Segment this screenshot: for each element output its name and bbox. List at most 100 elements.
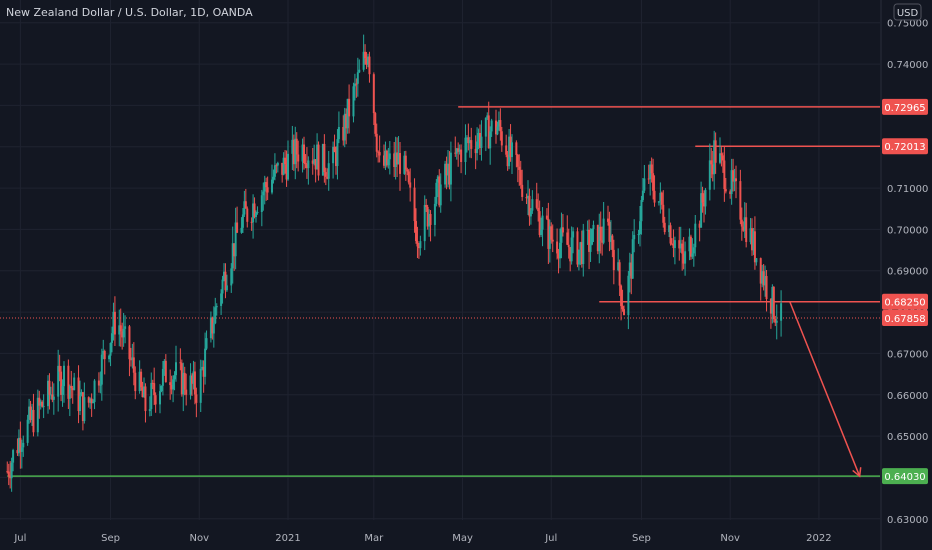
candle-body[interactable] (771, 286, 774, 314)
candle-body[interactable] (346, 98, 349, 129)
candle-body[interactable] (305, 164, 308, 169)
candle-body[interactable] (378, 152, 381, 156)
candle-body[interactable] (448, 163, 451, 185)
candle-body[interactable] (343, 113, 346, 141)
candle-body[interactable] (48, 380, 51, 395)
candle-body[interactable] (579, 242, 582, 250)
candle-body[interactable] (639, 221, 641, 235)
candle-body[interactable] (39, 401, 42, 406)
candle-body[interactable] (780, 303, 783, 321)
candle-body[interactable] (260, 195, 263, 213)
candle-body[interactable] (250, 221, 253, 223)
candle-body[interactable] (52, 396, 55, 400)
candle-body[interactable] (592, 224, 595, 229)
candle-body[interactable] (678, 240, 681, 249)
candle-body[interactable] (567, 244, 570, 248)
candle-body[interactable] (457, 148, 460, 152)
candle-body[interactable] (742, 226, 745, 231)
candle-body[interactable] (464, 137, 467, 163)
candle-body[interactable] (276, 162, 279, 166)
candle-body[interactable] (189, 375, 192, 395)
candle-body[interactable] (467, 137, 470, 144)
candle-body[interactable] (307, 160, 310, 169)
candle-body[interactable] (429, 213, 432, 225)
candle-body[interactable] (29, 406, 32, 420)
candle-body[interactable] (719, 153, 721, 163)
candle-body[interactable] (67, 365, 70, 399)
candle-body[interactable] (435, 182, 438, 204)
candle-body[interactable] (352, 86, 355, 117)
candle-body[interactable] (111, 333, 113, 343)
candle-body[interactable] (723, 160, 726, 190)
candle-body[interactable] (755, 258, 758, 263)
candle-body[interactable] (458, 149, 461, 152)
candle-body[interactable] (548, 226, 551, 249)
candle-body[interactable] (38, 397, 41, 406)
candle-body[interactable] (170, 385, 173, 390)
candle-body[interactable] (337, 126, 340, 140)
candle-body[interactable] (647, 178, 650, 180)
candle-body[interactable] (109, 342, 112, 356)
candle-body[interactable] (444, 163, 447, 185)
candle-body[interactable] (42, 406, 45, 408)
candle-body[interactable] (134, 372, 137, 392)
candle-body[interactable] (163, 360, 166, 369)
candle-body[interactable] (701, 193, 704, 203)
candle-body[interactable] (394, 152, 397, 168)
candle-body[interactable] (31, 409, 33, 420)
candle-body[interactable] (7, 471, 10, 477)
candle-body[interactable] (128, 326, 131, 360)
candle-body[interactable] (682, 253, 685, 264)
candle-body[interactable] (262, 191, 265, 196)
candle-body[interactable] (708, 160, 711, 190)
candle-body[interactable] (688, 236, 691, 252)
candle-body[interactable] (560, 227, 563, 243)
candle-body[interactable] (131, 357, 134, 360)
candle-body[interactable] (609, 235, 612, 242)
candle-body[interactable] (643, 178, 646, 191)
candle-body[interactable] (301, 144, 304, 162)
candle-body[interactable] (385, 150, 388, 166)
candle-body[interactable] (596, 224, 599, 252)
candle-body[interactable] (416, 241, 419, 247)
candle-body[interactable] (241, 214, 244, 228)
candle-body[interactable] (765, 276, 768, 300)
candle-body[interactable] (486, 115, 489, 118)
candle-body[interactable] (292, 139, 295, 165)
candle-body[interactable] (589, 244, 592, 252)
currency-badge[interactable]: USD (893, 3, 922, 21)
candle-body[interactable] (551, 239, 554, 242)
candle-body[interactable] (236, 222, 239, 233)
candle-body[interactable] (234, 222, 237, 257)
candle-body[interactable] (83, 397, 86, 422)
candle-body[interactable] (436, 176, 439, 183)
candle-body[interactable] (497, 120, 500, 127)
candle-body[interactable] (231, 243, 234, 269)
candle-body[interactable] (388, 153, 391, 160)
candle-body[interactable] (348, 98, 351, 117)
candle-body[interactable] (415, 221, 417, 241)
candle-body[interactable] (612, 249, 615, 271)
candle-body[interactable] (711, 164, 714, 175)
candle-body[interactable] (735, 178, 737, 182)
candle-body[interactable] (182, 372, 185, 395)
candle-body[interactable] (476, 141, 479, 154)
candles[interactable] (6, 34, 783, 492)
candle-body[interactable] (417, 246, 420, 249)
candle-body[interactable] (729, 191, 732, 195)
candle-body[interactable] (519, 169, 522, 185)
candle-body[interactable] (211, 317, 214, 334)
candle-body[interactable] (303, 144, 305, 164)
candle-body[interactable] (669, 225, 672, 244)
candle-body[interactable] (496, 126, 499, 135)
candle-body[interactable] (342, 126, 345, 141)
candle-body[interactable] (426, 206, 429, 227)
candle-body[interactable] (326, 176, 329, 179)
candle-body[interactable] (41, 401, 44, 407)
candle-body[interactable] (499, 120, 502, 132)
candle-body[interactable] (753, 231, 756, 263)
candle-body[interactable] (740, 219, 743, 227)
candle-body[interactable] (368, 56, 371, 75)
candle-body[interactable] (71, 388, 74, 391)
candle-body[interactable] (580, 242, 583, 265)
